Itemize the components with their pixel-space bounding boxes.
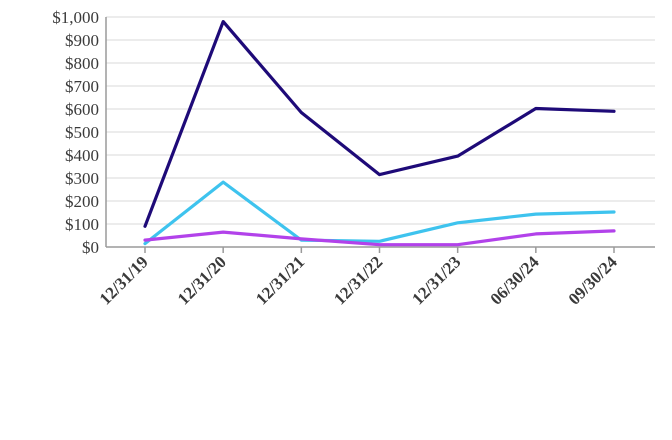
series-lines [143, 20, 616, 247]
y-tick-label: $300 [65, 169, 99, 188]
series-line-1 [143, 20, 616, 228]
x-axis-tick-labels: 12/31/19 12/31/20 12/31/21 12/31/22 12/31/23… [96, 252, 622, 309]
y-tick-label: $0 [82, 238, 99, 257]
y-tick-label: $500 [65, 123, 99, 142]
y-tick-label: $800 [65, 54, 99, 73]
x-tick-label: 12/31/21 [252, 252, 308, 308]
y-axis-tick-labels: $0 $100 $200 $300 $400 $500 $600 $700 $800 $900 $1… [52, 8, 99, 257]
series-line-2 [143, 180, 616, 246]
x-tick-label: 09/30/24 [565, 252, 622, 309]
x-tick-label: 12/31/23 [408, 252, 464, 308]
y-tick-label: $200 [65, 192, 99, 211]
y-tick-label: $700 [65, 77, 99, 96]
x-tick-label: 12/31/20 [174, 252, 230, 308]
x-tick-label: 06/30/24 [486, 252, 543, 309]
grid-lines [106, 16, 655, 225]
x-tick-label: 12/31/22 [330, 252, 386, 308]
y-tick-label: $1,000 [52, 8, 99, 27]
y-tick-label: $400 [65, 146, 99, 165]
series-line-3 [143, 229, 616, 247]
y-tick-label: $100 [65, 215, 99, 234]
y-tick-label: $600 [65, 100, 99, 119]
x-tick-label: 12/31/19 [96, 252, 152, 308]
axes [105, 17, 655, 253]
y-tick-label: $900 [65, 31, 99, 50]
